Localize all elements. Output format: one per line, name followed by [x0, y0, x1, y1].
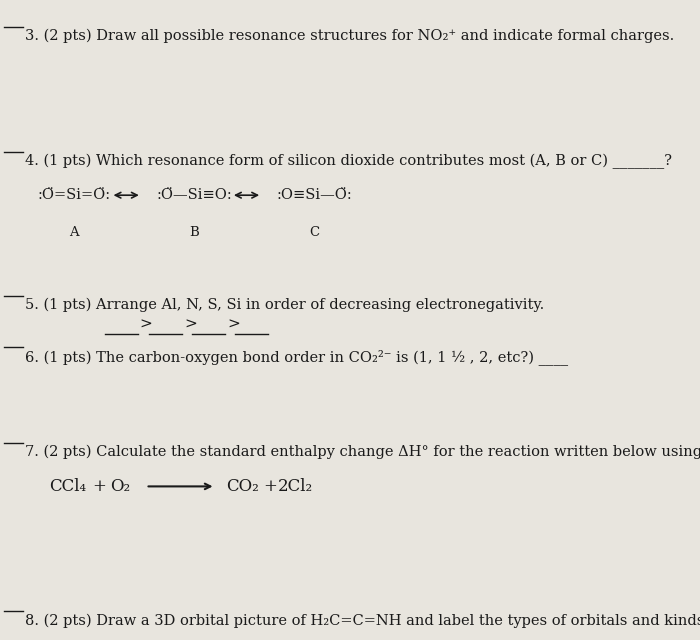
Text: :Ö=Si=Ö:: :Ö=Si=Ö: — [37, 188, 111, 202]
Text: 8. (2 pts) Draw a 3D orbital picture of H₂C=C=NH and label the types of orbitals: 8. (2 pts) Draw a 3D orbital picture of … — [25, 613, 700, 627]
Text: O₂: O₂ — [111, 478, 130, 495]
Text: CO₂: CO₂ — [226, 478, 259, 495]
Text: :Ö—Si≡O:: :Ö—Si≡O: — [156, 188, 232, 202]
Text: 5. (1 pts) Arrange Al, N, S, Si in order of decreasing electronegativity.: 5. (1 pts) Arrange Al, N, S, Si in order… — [25, 298, 545, 312]
Text: >: > — [184, 317, 197, 332]
Text: :O≡Si—Ö:: :O≡Si—Ö: — [276, 188, 352, 202]
Text: >: > — [227, 317, 240, 332]
Text: 7. (2 pts) Calculate the standard enthalpy change ΔH° for the reaction written b: 7. (2 pts) Calculate the standard enthal… — [25, 445, 700, 459]
Text: B: B — [189, 226, 199, 239]
Text: +: + — [263, 478, 276, 495]
Text: 3. (2 pts) Draw all possible resonance structures for NO₂⁺ and indicate formal c: 3. (2 pts) Draw all possible resonance s… — [25, 29, 675, 43]
Text: >: > — [140, 317, 153, 332]
Text: 2Cl₂: 2Cl₂ — [277, 478, 313, 495]
Text: +: + — [92, 478, 106, 495]
Text: 6. (1 pts) The carbon-oxygen bond order in CO₂²⁻ is (1, 1 ½ , 2, etc?) ____: 6. (1 pts) The carbon-oxygen bond order … — [25, 349, 568, 365]
Text: CCl₄: CCl₄ — [50, 478, 87, 495]
Text: A: A — [69, 226, 78, 239]
Text: 4. (1 pts) Which resonance form of silicon dioxide contributes most (A, B or C) : 4. (1 pts) Which resonance form of silic… — [25, 154, 672, 169]
Text: C: C — [309, 226, 319, 239]
